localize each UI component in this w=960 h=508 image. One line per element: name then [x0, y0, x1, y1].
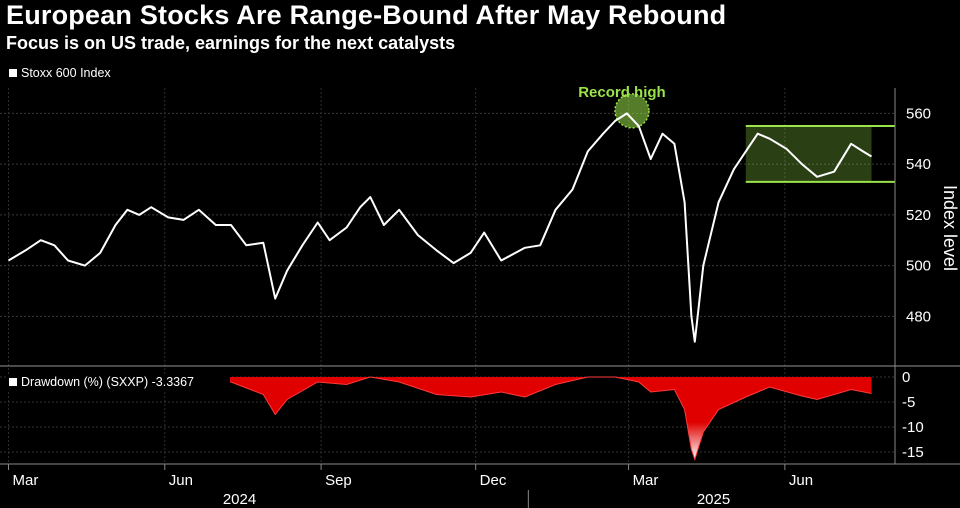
legend-bg-drawdown [6, 375, 230, 390]
legend-drawdown-label: Drawdown (%) (SXXP) [21, 375, 148, 389]
legend-drawdown: Drawdown (%) (SXXP) -3.3367 [21, 375, 194, 389]
y-tick-label-drawdown: -5 [902, 394, 915, 411]
x-tick-label: Mar [633, 472, 659, 489]
range-box [745, 126, 872, 182]
series-line-stoxx600 [7, 112, 873, 343]
x-tick-label: Jun [169, 472, 193, 489]
y-axis-label: Index level [940, 185, 960, 271]
y-tick-label: 560 [906, 105, 931, 122]
legend-swatch-index [9, 69, 17, 77]
y-tick-label: 540 [906, 156, 931, 173]
x-tick-label: Mar [12, 472, 38, 489]
x-tick-label: Jun [789, 472, 813, 489]
chart-subtitle: Focus is on US trade, earnings for the n… [6, 33, 456, 53]
y-tick-label: 480 [906, 308, 931, 325]
y-tick-label-drawdown: -15 [902, 444, 924, 461]
legend-index: Stoxx 600 Index [21, 66, 111, 80]
y-tick-label: 520 [906, 207, 931, 224]
legend-drawdown-value: -3.3367 [152, 375, 194, 389]
x-tick-label: Dec [480, 472, 507, 489]
legend-swatch-drawdown [9, 378, 17, 386]
chart-title: European Stocks Are Range-Bound After Ma… [6, 0, 727, 30]
y-tick-label: 500 [906, 258, 931, 275]
record-high-marker [614, 93, 650, 129]
year-label: 2025 [697, 491, 730, 508]
y-tick-label-drawdown: -10 [902, 419, 924, 436]
y-tick-label-drawdown: 0 [902, 369, 910, 386]
record-high-label: Record high [578, 84, 666, 101]
x-tick-label: Sep [325, 472, 352, 489]
year-label: 2024 [223, 491, 256, 508]
